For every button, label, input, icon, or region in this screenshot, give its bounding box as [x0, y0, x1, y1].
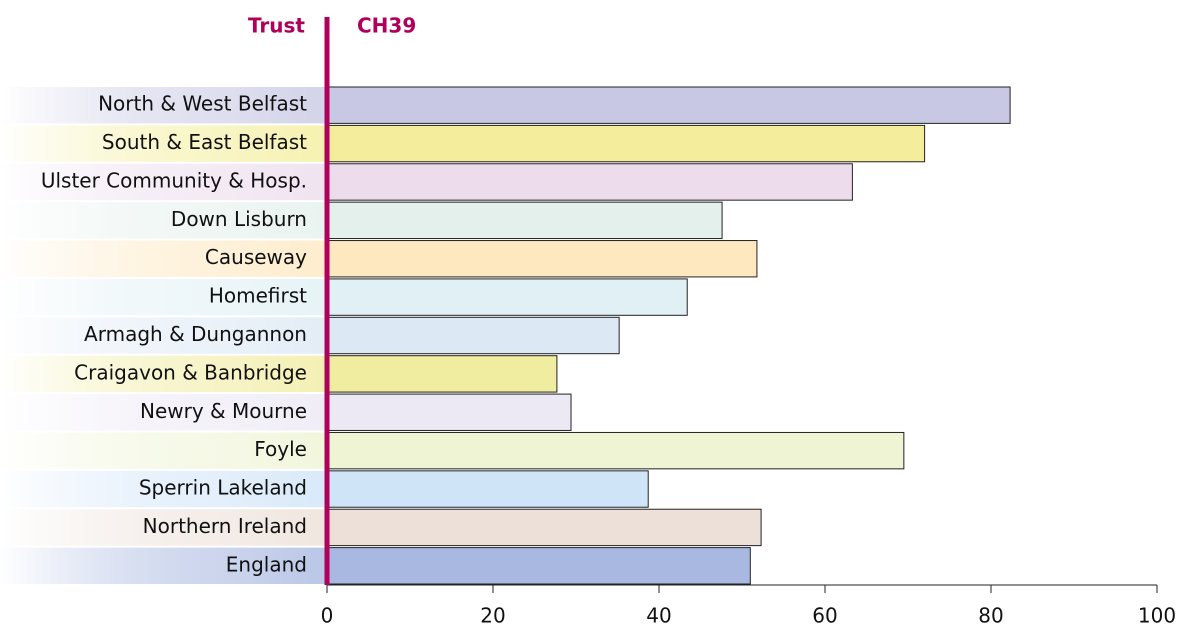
- label-background: [0, 394, 327, 431]
- x-tick-label: 0: [321, 604, 334, 626]
- bar: [326, 124, 926, 163]
- x-tick-label: 100: [1138, 604, 1176, 626]
- bar: [326, 163, 853, 201]
- x-tick-label: 20: [480, 604, 505, 626]
- bar: [326, 355, 558, 393]
- bar: [326, 393, 572, 431]
- bar: [326, 547, 751, 585]
- label-background: [0, 432, 327, 469]
- bar: [326, 240, 758, 278]
- y-tick-label: Foyle: [254, 437, 307, 461]
- bar: [326, 508, 762, 547]
- y-tick-label: South & East Belfast: [102, 130, 307, 154]
- y-tick-label: Sperrin Lakeland: [139, 476, 307, 500]
- label-background: [0, 240, 327, 277]
- label-background: [0, 87, 327, 124]
- x-tick-label: 40: [646, 604, 671, 626]
- label-background: [0, 125, 327, 162]
- chart-title: CH39: [357, 14, 416, 38]
- x-tick-label: 60: [812, 604, 837, 626]
- bar: [326, 201, 723, 240]
- category-header: Trust: [248, 14, 305, 38]
- y-tick-label: Ulster Community & Hosp.: [41, 168, 307, 192]
- y-tick-label: Northern Ireland: [143, 514, 307, 538]
- x-tick-label: 80: [978, 604, 1003, 626]
- y-tick-label: England: [226, 552, 307, 576]
- bar: [326, 431, 905, 470]
- label-background: [0, 202, 327, 239]
- bar: [326, 278, 688, 316]
- bar: [326, 316, 620, 355]
- y-tick-label: Down Lisburn: [171, 207, 307, 231]
- label-background: [0, 547, 327, 584]
- y-tick-label: Armagh & Dungannon: [84, 322, 307, 346]
- y-tick-label: North & West Belfast: [98, 92, 307, 116]
- label-background: [0, 317, 327, 354]
- y-tick-label: Homefirst: [209, 284, 307, 308]
- bar: [326, 470, 649, 508]
- label-background: [0, 470, 327, 508]
- y-tick-label: Craigavon & Banbridge: [74, 360, 307, 384]
- y-tick-label: Causeway: [205, 245, 307, 269]
- y-tick-label: Newry & Mourne: [140, 399, 307, 423]
- label-background: [0, 509, 327, 546]
- label-background: [0, 163, 327, 201]
- label-background: [0, 278, 327, 316]
- label-background: [0, 355, 327, 393]
- bar: [326, 86, 1011, 124]
